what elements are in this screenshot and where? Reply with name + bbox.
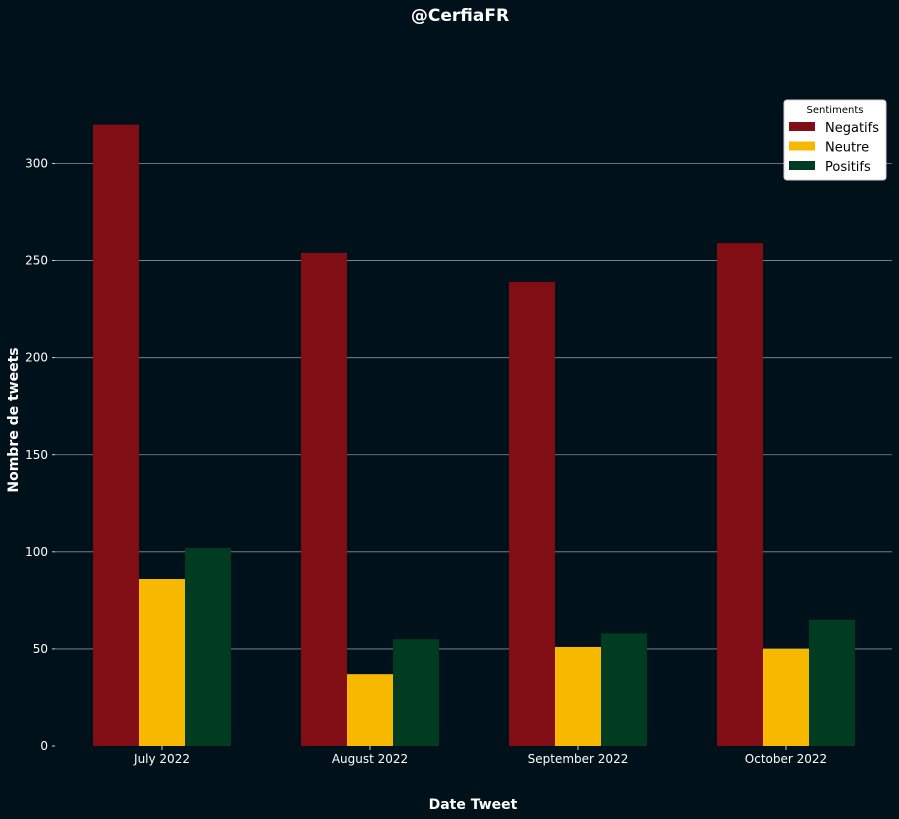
- legend: Sentiments Negatifs Neutre Positifs: [783, 99, 887, 181]
- legend-title: Sentiments: [807, 105, 864, 116]
- bar-positifs-3: [601, 633, 647, 746]
- y-tick-label: 200: [25, 351, 48, 365]
- bar-negatifs-1: [93, 124, 139, 746]
- x-axis-ticks: July 2022 August 2022 September 2022 Octobe…: [133, 746, 827, 766]
- bar-neutre-1: [139, 579, 185, 746]
- bar-neutre-2: [347, 674, 393, 746]
- y-tick-label: 250: [25, 254, 48, 268]
- y-tick-label: 150: [25, 448, 48, 462]
- legend-box: [783, 99, 887, 181]
- bar-neutre-4: [763, 648, 809, 746]
- bar-negatifs-3: [509, 281, 555, 746]
- y-axis-ticks: 0 50 100 150 200 250 300: [25, 157, 55, 753]
- bar-positifs-2: [393, 639, 439, 746]
- x-tick-label: October 2022: [745, 752, 827, 766]
- gridlines: [55, 163, 892, 650]
- legend-swatch-negatifs: [789, 122, 815, 131]
- x-tick-label: August 2022: [332, 752, 408, 766]
- x-tick-label: September 2022: [528, 752, 629, 766]
- bar-positifs-4: [809, 619, 855, 746]
- bar-positifs-1: [185, 547, 231, 746]
- bar-neutre-3: [555, 646, 601, 746]
- bar-negatifs-4: [717, 243, 763, 746]
- legend-label-neutre: Neutre: [825, 141, 869, 156]
- chart-title: @CerfiaFR: [411, 6, 509, 26]
- y-tick-label: 0: [40, 739, 48, 753]
- bar-negatifs-2: [301, 252, 347, 747]
- legend-swatch-neutre: [789, 141, 815, 151]
- y-tick-label: 300: [25, 157, 48, 171]
- legend-label-negatifs: Negatifs: [825, 121, 879, 136]
- bars: [93, 124, 855, 747]
- x-tick-label: July 2022: [133, 752, 190, 766]
- legend-swatch-positifs: [789, 161, 815, 170]
- y-tick-label: 50: [33, 642, 48, 656]
- x-axis-label: Date Tweet: [429, 797, 518, 813]
- legend-label-positifs: Positifs: [825, 160, 871, 175]
- y-tick-label: 100: [25, 545, 48, 559]
- y-axis-label: Nombre de tweets: [6, 347, 22, 492]
